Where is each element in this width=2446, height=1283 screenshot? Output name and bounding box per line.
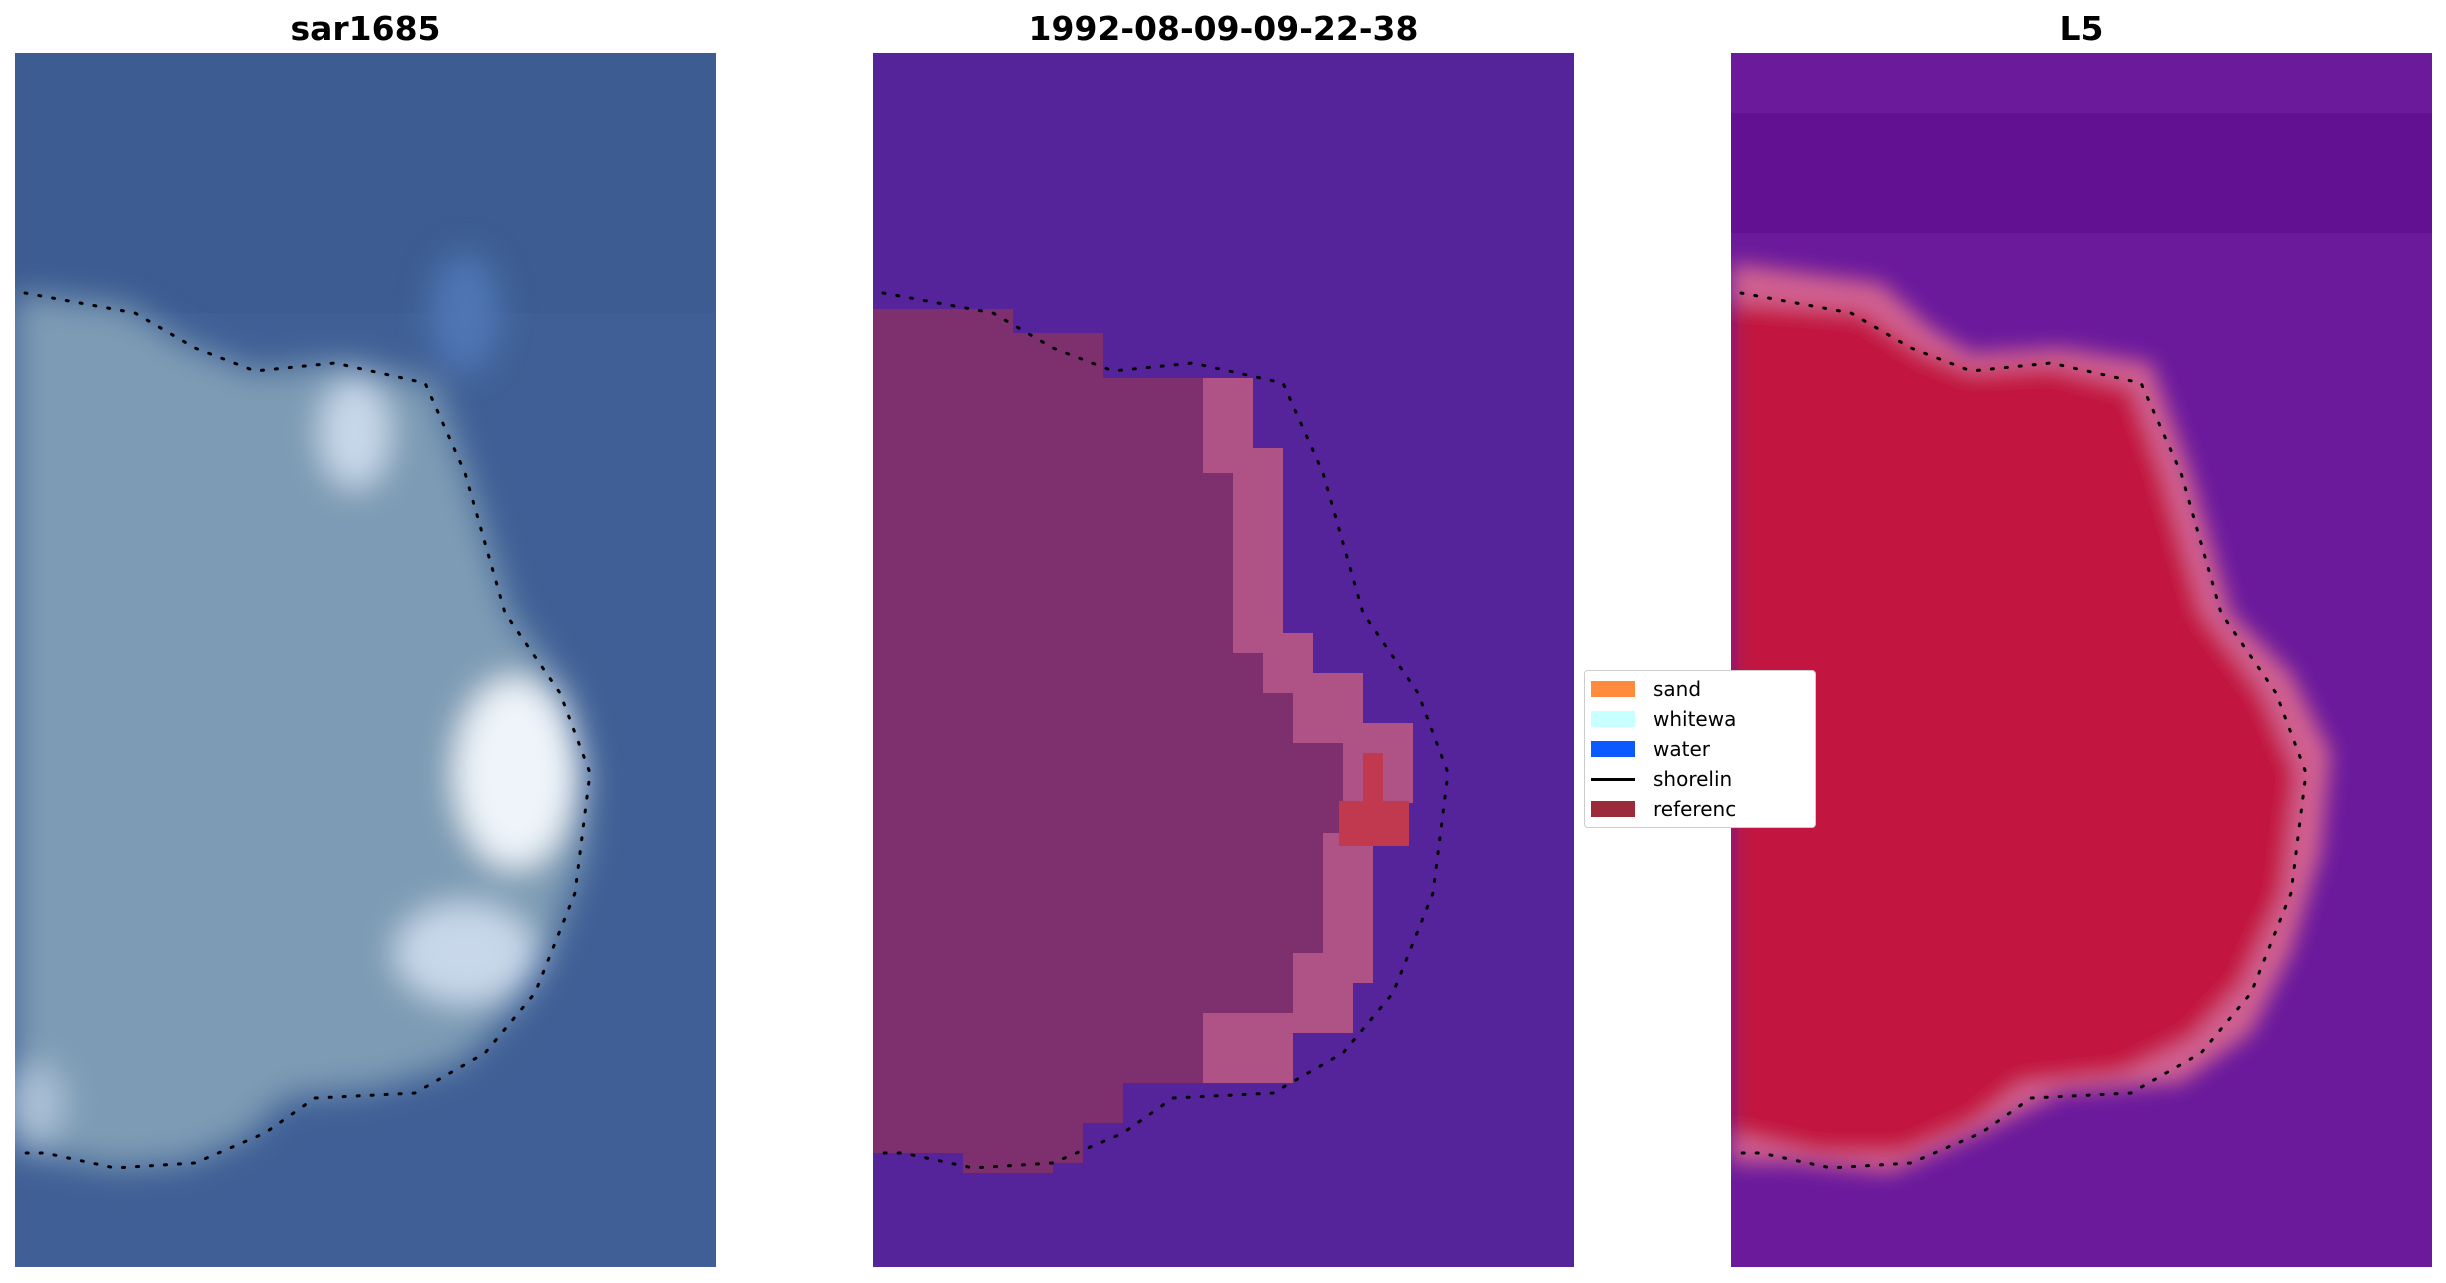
water-swatch (1591, 741, 1635, 757)
legend-item-whitewater: whitewa (1591, 706, 1736, 732)
shoreline-line (1731, 291, 2308, 1170)
legend-item-reference: referenc (1591, 796, 1736, 822)
shoreline-swatch (1591, 777, 1635, 781)
panel-title-satellite: L5 (2059, 9, 2104, 48)
probability-panel (1731, 53, 2432, 1267)
whitewater-patch (455, 678, 575, 868)
sand-swatch (1591, 681, 1635, 697)
classified-edge-band (1203, 378, 1413, 1083)
satellite-image-panel (15, 53, 716, 1267)
reference-swatch (1591, 801, 1635, 817)
classification-panel (873, 53, 1574, 1267)
shoreline-line (15, 291, 592, 1170)
legend-label: shorelin (1653, 767, 1733, 791)
legend-item-shoreline: shorelin (1591, 766, 1732, 792)
legend-label: water (1653, 737, 1710, 761)
land-probability-area (1731, 303, 2296, 1153)
legend-item-sand: sand (1591, 676, 1701, 702)
panel-title-date: 1992-08-09-09-22-38 (1028, 9, 1419, 48)
legend-item-water: water (1591, 736, 1710, 762)
shoreline-line (873, 291, 1450, 1170)
panel-title-image: sar1685 (290, 9, 441, 48)
reference-patch (1339, 753, 1409, 846)
legend-label: sand (1653, 677, 1702, 701)
legend: sand whitewa water shorelin referenc (1584, 670, 1816, 828)
legend-label: whitewa (1653, 707, 1737, 731)
legend-label: referenc (1653, 797, 1737, 821)
whitewater-swatch (1591, 711, 1635, 727)
